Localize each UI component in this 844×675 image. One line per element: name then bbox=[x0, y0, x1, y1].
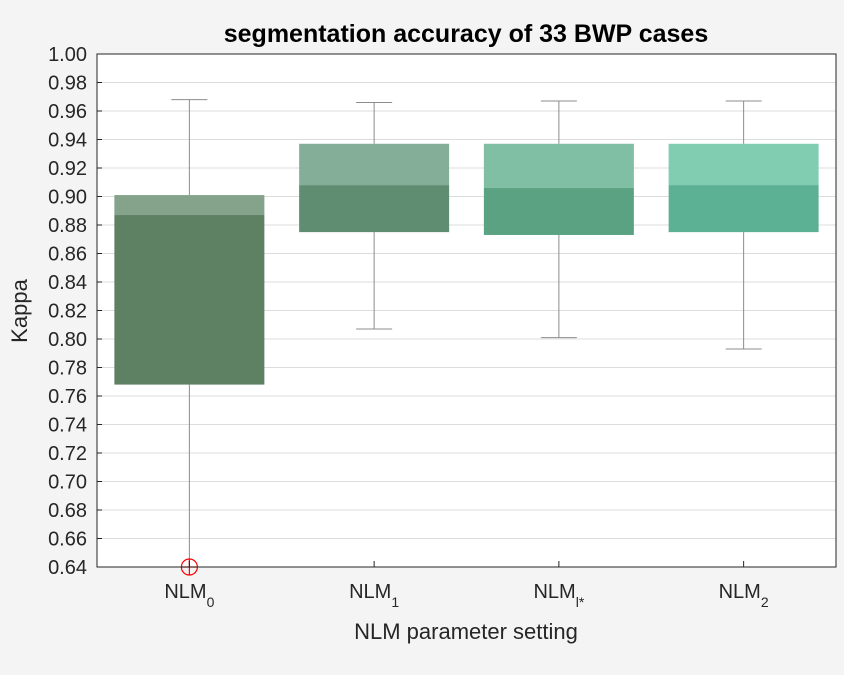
y-tick-labels: 0.64 0.66 0.68 0.70 0.72 0.74 0.76 0.78 0.80 0.82… bbox=[48, 44, 102, 579]
chart-title: segmentation accuracy of 33 BWP cases bbox=[224, 20, 708, 48]
box-upper-quartile bbox=[299, 143, 450, 186]
y-tick-label: 0.94 bbox=[48, 130, 87, 152]
x-axis-label: NLM parameter setting bbox=[354, 619, 578, 644]
x-tick-label: NLM1 bbox=[349, 581, 399, 610]
box-lower-quartile bbox=[114, 215, 265, 385]
y-tick-label: 0.84 bbox=[48, 272, 87, 294]
box-upper-quartile bbox=[668, 143, 819, 186]
y-tick-label: 0.72 bbox=[48, 443, 87, 465]
box-upper-quartile bbox=[483, 143, 634, 188]
y-tick-label: 0.90 bbox=[48, 187, 87, 209]
y-tick-label: 0.82 bbox=[48, 301, 87, 323]
y-tick-label: 0.98 bbox=[48, 73, 87, 95]
x-tick-labels: NLM0 NLM1 NLMl* NLM2 bbox=[164, 561, 769, 610]
y-tick-label: 0.92 bbox=[48, 158, 87, 180]
y-tick-label: 0.68 bbox=[48, 500, 87, 522]
box-upper-quartile bbox=[114, 195, 265, 216]
x-tick-label: NLMl* bbox=[533, 581, 584, 610]
y-tick-label: 0.96 bbox=[48, 101, 87, 123]
plot-frame bbox=[96, 53, 837, 568]
y-tick-label: 1.00 bbox=[48, 44, 87, 66]
y-tick-label: 0.78 bbox=[48, 358, 87, 380]
boxes bbox=[114, 99, 819, 576]
box-lower-quartile bbox=[299, 185, 450, 233]
y-tick-label: 0.76 bbox=[48, 386, 87, 408]
y-tick-label: 0.80 bbox=[48, 329, 87, 351]
box-lower-quartile bbox=[668, 185, 819, 233]
x-tick-label: NLM2 bbox=[719, 581, 769, 610]
x-tick-label: NLM0 bbox=[164, 581, 214, 610]
y-tick-label: 0.64 bbox=[48, 557, 87, 579]
y-tick-label: 0.86 bbox=[48, 244, 87, 266]
y-tick-label: 0.88 bbox=[48, 215, 87, 237]
y-axis-label: Kappa bbox=[7, 278, 32, 342]
box-lower-quartile bbox=[483, 187, 634, 235]
y-tick-label: 0.70 bbox=[48, 472, 87, 494]
y-tick-label: 0.74 bbox=[48, 415, 87, 437]
y-tick-label: 0.66 bbox=[48, 529, 87, 551]
